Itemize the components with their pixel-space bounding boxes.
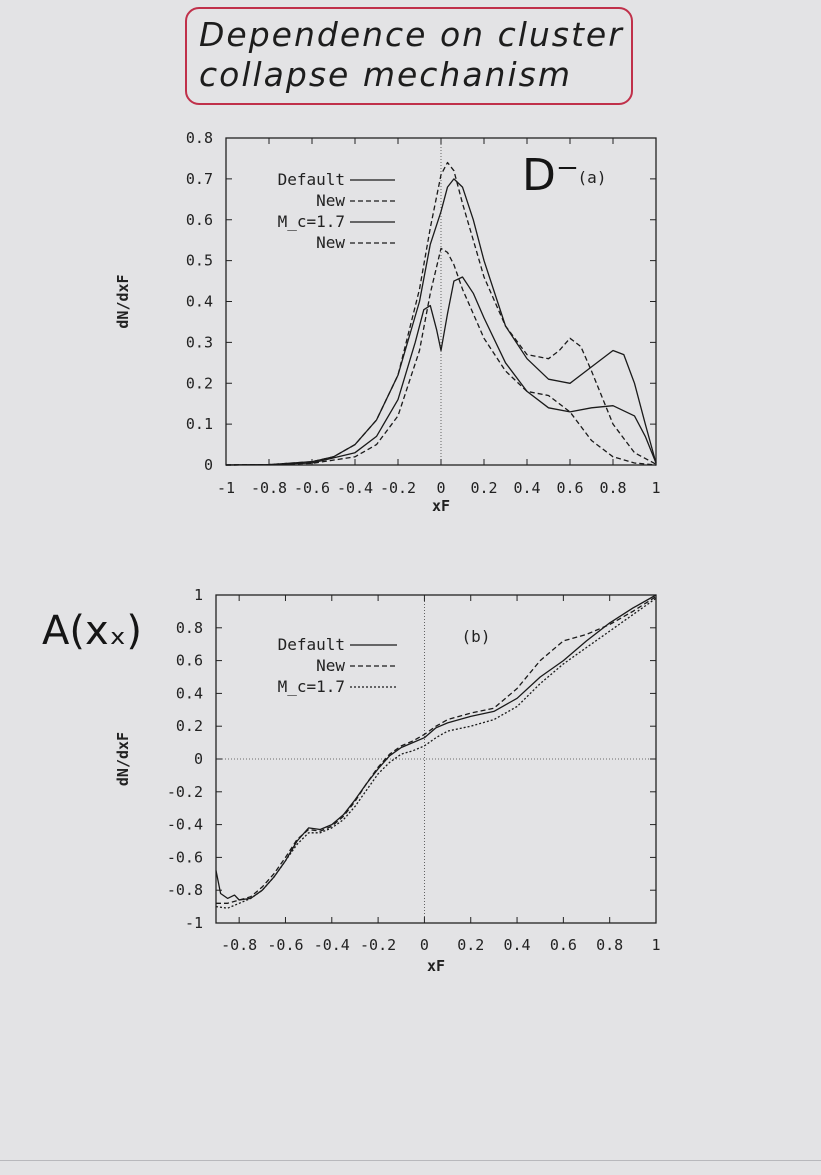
x-tick-label: 0.4 [513, 479, 540, 497]
y-tick-label: 0.8 [186, 129, 213, 147]
legend-label-1: Default [278, 170, 345, 189]
y-tick-label: 0.1 [186, 415, 213, 433]
y-tick-label: 0 [204, 456, 213, 474]
y-tick-label: -0.8 [167, 881, 203, 899]
y-tick-label: 0.6 [186, 211, 213, 229]
y-tick-label: 0.8 [176, 619, 203, 637]
x-tick-label: -0.4 [337, 479, 373, 497]
series-line-1 [215, 594, 657, 901]
y-axis-label: dN/dxF [114, 274, 132, 328]
series-line-2 [225, 161, 657, 466]
panel-label: (a) [578, 168, 607, 187]
y-tick-label: 0.5 [186, 252, 213, 270]
x-tick-label: 0.2 [457, 936, 484, 954]
legend-label-4: New [316, 233, 345, 252]
x-tick-label: 0.8 [596, 936, 623, 954]
series-line-3 [225, 276, 657, 466]
y-tick-label: 0.2 [176, 717, 203, 735]
y-tick-label: 0.4 [186, 293, 213, 311]
y-axis-label: dN/dxF [114, 732, 132, 786]
series-line-3 [215, 597, 657, 909]
legend-label-3: M_c=1.7 [278, 677, 345, 696]
y-tick-label: 0.7 [186, 170, 213, 188]
chart-panel-a: -1 -0.8 -0.6 -0.4 -0.2 0 0.2 0.4 0.6 0.8 1 0 0.1 0.2 0… [114, 129, 661, 515]
title-line-2: collapse mechanism [199, 55, 572, 94]
x-tick-label: -0.8 [221, 936, 257, 954]
handwritten-asymmetry-label: A(xₓ) [42, 608, 142, 654]
handwritten-d-minus-label: D⁻ [522, 150, 580, 201]
legend-label-2: New [316, 656, 345, 675]
title-line-1: Dependence on cluster [199, 15, 624, 54]
x-tick-label: -0.4 [314, 936, 350, 954]
x-tick-label: 1 [651, 479, 660, 497]
y-tick-label: 0.3 [186, 333, 213, 351]
x-tick-label: -0.8 [251, 479, 287, 497]
series-line-2 [216, 596, 657, 904]
y-tick-label: -0.6 [167, 848, 203, 866]
y-tick-label: 0 [194, 750, 203, 768]
panel-label: (b) [462, 627, 491, 646]
x-tick-label: 0.6 [550, 936, 577, 954]
handwritten-title: Dependence on cluster collapse mechanism [185, 7, 633, 105]
x-tick-label: 0.6 [556, 479, 583, 497]
x-tick-label: 0 [436, 479, 445, 497]
x-tick-label: 0.8 [599, 479, 626, 497]
legend-label-1: Default [278, 635, 345, 654]
x-tick-label: -0.2 [360, 936, 396, 954]
y-tick-label: 0.6 [176, 652, 203, 670]
x-axis-label: xF [427, 957, 445, 975]
legend-label-3: M_c=1.7 [278, 212, 345, 231]
x-tick-label: 0.2 [470, 479, 497, 497]
chart-panel-b: -0.8 -0.6 -0.4 -0.2 0 0.2 0.4 0.6 0.8 1 -1 -0.8 -0.6… [114, 586, 661, 975]
x-tick-label: 0 [420, 936, 429, 954]
x-tick-label: 1 [651, 936, 660, 954]
y-tick-label: -0.4 [167, 816, 203, 834]
y-tick-label: -1 [185, 914, 203, 932]
x-tick-label: -0.2 [380, 479, 416, 497]
x-tick-label: -0.6 [267, 936, 303, 954]
y-tick-label: -0.2 [167, 783, 203, 801]
y-tick-label: 0.2 [186, 374, 213, 392]
x-tick-label: -0.6 [294, 479, 330, 497]
page-edge-divider [0, 1160, 821, 1161]
y-tick-label: 0.4 [176, 684, 203, 702]
y-tick-label: 1 [194, 586, 203, 604]
x-tick-label: 0.4 [504, 936, 531, 954]
legend-label-2: New [316, 191, 345, 210]
x-axis-label: xF [432, 497, 450, 515]
x-tick-label: -1 [217, 479, 235, 497]
